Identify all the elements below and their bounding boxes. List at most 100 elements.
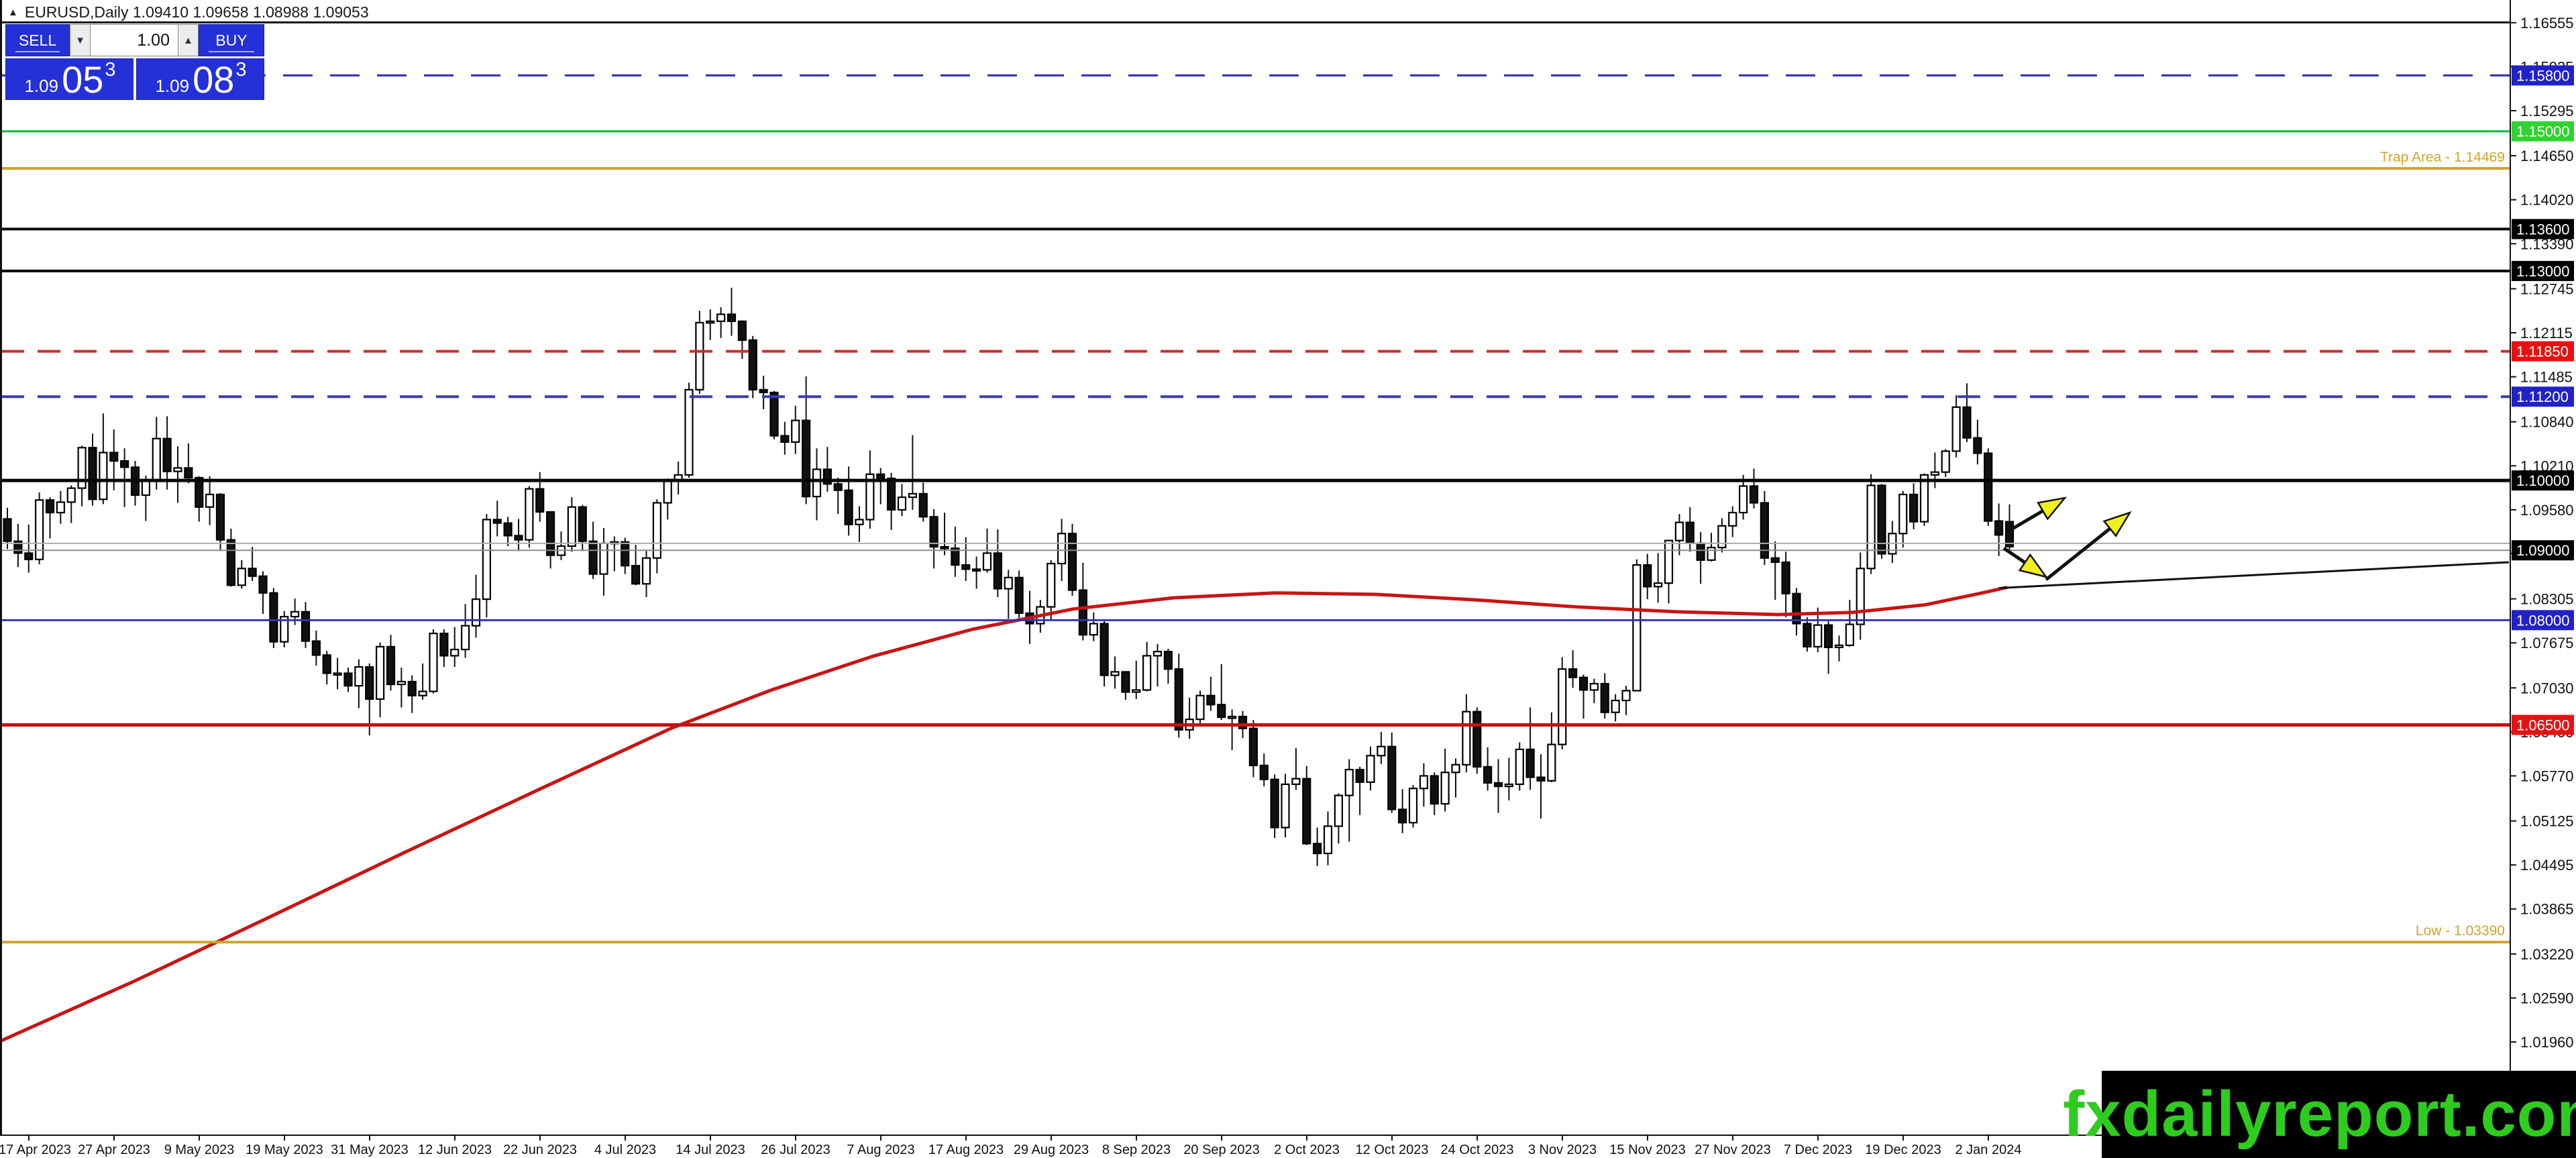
bullish-candle — [1845, 623, 1854, 646]
bullish-candle — [354, 666, 364, 687]
symbol-ohlc-title: EURUSD,Daily 1.09410 1.09658 1.08988 1.0… — [24, 3, 369, 21]
bearish-candle — [109, 452, 119, 462]
bearish-candle — [1984, 452, 1993, 522]
bearish-candle — [248, 568, 257, 577]
bullish-candle — [1515, 748, 1524, 786]
bullish-candle — [280, 616, 289, 643]
bearish-candle — [822, 468, 832, 485]
bearish-candle — [1962, 406, 1972, 439]
price-tick-label: 1.08305 — [2520, 591, 2574, 608]
price-badge-label: 1.13600 — [2516, 221, 2570, 238]
price-tick-label: 1.11485 — [2520, 369, 2573, 386]
bearish-candle — [887, 477, 896, 511]
bearish-candle — [1877, 484, 1886, 555]
arrow-head-icon — [2102, 511, 2132, 537]
volume-increase-button[interactable]: ▲ — [178, 24, 199, 56]
bullish-candle — [1291, 778, 1301, 786]
bearish-candle — [918, 492, 928, 518]
bullish-candle — [663, 480, 672, 504]
level-label: Low - 1.03390 — [2416, 923, 2505, 939]
chart-title-bar: ▲ EURUSD,Daily 1.09410 1.09658 1.08988 1… — [8, 3, 369, 21]
sell-price-point: 3 — [105, 59, 116, 81]
bearish-candle — [951, 547, 960, 566]
bullish-candle — [1142, 655, 1152, 691]
bullish-candle — [1664, 539, 1674, 584]
bearish-candle — [1398, 808, 1407, 824]
bearish-candle — [1206, 694, 1216, 706]
price-tick-label: 1.12115 — [2520, 325, 2573, 341]
price-tick-label: 1.05125 — [2520, 813, 2574, 830]
bullish-candle — [1632, 564, 1642, 692]
bearish-candle — [1578, 676, 1589, 691]
bullish-candle — [1462, 710, 1471, 766]
bullish-candle — [1089, 623, 1098, 636]
bullish-candle — [1856, 568, 1865, 625]
date-tick-label: 9 May 2023 — [164, 1143, 235, 1157]
bullish-candle — [1110, 671, 1120, 676]
bearish-candle — [1121, 671, 1130, 693]
price-badge-label: 1.11200 — [2516, 388, 2569, 405]
bearish-candle — [1259, 764, 1269, 780]
bearish-candle — [833, 483, 843, 491]
buy-price-pips: 08 — [193, 58, 235, 101]
bearish-candle — [769, 391, 779, 437]
bullish-candle — [1707, 546, 1716, 561]
bullish-candle — [482, 519, 491, 600]
price-badge — [2512, 386, 2574, 407]
bullish-candle — [1334, 794, 1343, 827]
bearish-candle — [1770, 557, 1780, 564]
bullish-candle — [152, 437, 161, 482]
price-badge — [2512, 715, 2574, 735]
bearish-candle — [631, 565, 641, 585]
spin-up-icon: ▲ — [183, 34, 193, 46]
bearish-candle — [1014, 576, 1024, 615]
level-label: Trap Area - 1.14469 — [2380, 150, 2505, 165]
bearish-candle — [258, 575, 268, 594]
bearish-candle — [269, 592, 278, 643]
bullish-candle — [450, 648, 460, 657]
date-tick-label: 4 Jul 2023 — [594, 1143, 656, 1157]
price-tick-label: 1.02590 — [2520, 990, 2574, 1006]
bearish-candle — [24, 552, 34, 560]
price-badge-label: 1.08000 — [2516, 612, 2570, 629]
date-tick-label: 15 Nov 2023 — [1609, 1143, 1685, 1157]
sell-button[interactable]: SELL — [5, 24, 70, 56]
date-tick-label: 14 Jul 2023 — [676, 1143, 745, 1157]
date-tick-label: 12 Oct 2023 — [1356, 1143, 1429, 1157]
bullish-candle — [1611, 699, 1620, 713]
buy-price-box[interactable]: 1.09 08 3 — [136, 58, 264, 100]
collapse-arrow-icon[interactable]: ▲ — [8, 7, 18, 18]
sell-price-figure: 1.09 — [24, 76, 59, 96]
bearish-candle — [1472, 710, 1482, 768]
bullish-candle — [1621, 690, 1631, 702]
bullish-candle — [897, 496, 907, 511]
bearish-candle — [1909, 493, 1919, 523]
price-badge-label: 1.11850 — [2516, 344, 2569, 360]
bullish-candle — [1504, 783, 1513, 788]
bullish-candle — [695, 321, 704, 390]
bearish-candle — [802, 419, 811, 498]
bearish-candle — [226, 539, 235, 586]
bearish-candle — [1792, 592, 1801, 625]
bearish-candle — [588, 540, 598, 575]
moving-average-line — [0, 585, 2008, 1043]
bearish-candle — [1643, 564, 1652, 588]
bullish-candle — [865, 473, 875, 521]
volume-input[interactable]: 1.00 — [91, 24, 178, 56]
bearish-candle — [759, 388, 768, 394]
price-badge-label: 1.15800 — [2516, 67, 2570, 84]
sell-price-box[interactable]: 1.09 05 3 — [5, 58, 133, 100]
bearish-candle — [1493, 782, 1503, 788]
bullish-candle — [1558, 668, 1567, 745]
price-badge-label: 1.10000 — [2516, 472, 2570, 489]
price-badge-label: 1.06500 — [2516, 717, 2570, 733]
buy-button[interactable]: BUY — [199, 24, 264, 56]
bullish-candle — [1419, 775, 1428, 790]
bearish-candle — [1824, 624, 1833, 649]
volume-decrease-button[interactable]: ▼ — [70, 24, 91, 56]
bearish-candle — [1994, 520, 2004, 536]
bullish-candle — [1930, 471, 1939, 476]
bearish-candle — [1685, 521, 1695, 544]
bullish-candle — [396, 680, 406, 686]
